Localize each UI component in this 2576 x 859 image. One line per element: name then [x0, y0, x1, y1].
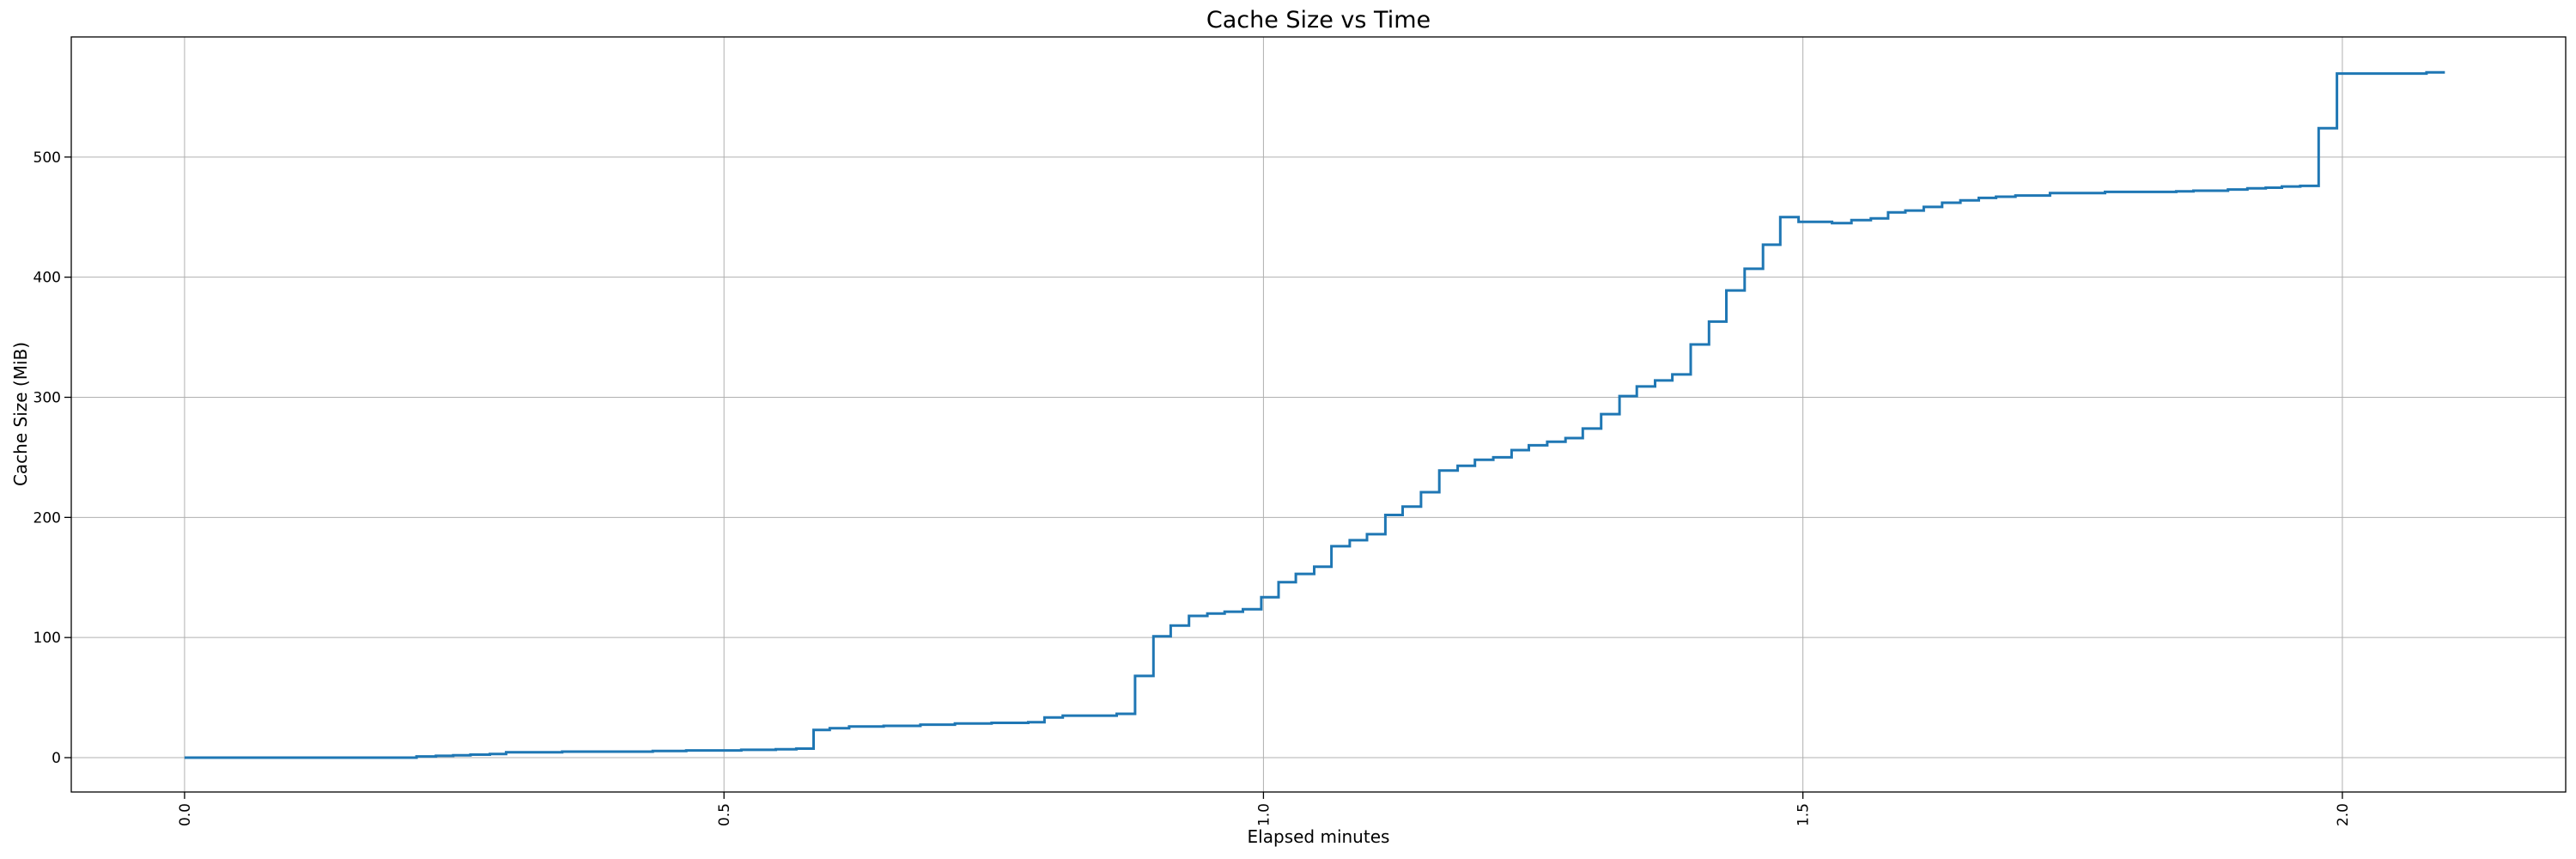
y-tick-label: 500 [33, 149, 61, 167]
cache-size-line [184, 70, 2445, 759]
y-tick-label: 0 [52, 750, 61, 767]
x-tick-label: 0.5 [716, 803, 733, 826]
x-tick-label: 0.0 [177, 803, 194, 826]
chart-title: Cache Size vs Time [1206, 7, 1431, 34]
y-axis-label: Cache Size (MiB) [10, 341, 31, 487]
x-tick-label: 2.0 [2335, 803, 2352, 826]
y-tick-label: 100 [33, 630, 61, 647]
y-tick-label: 300 [33, 390, 61, 407]
y-tick-label: 200 [33, 509, 61, 527]
x-tick-label: 1.0 [1255, 803, 1273, 826]
axes-spines [70, 36, 2567, 793]
x-axis-label: Elapsed minutes [1247, 826, 1390, 847]
y-tick-label: 400 [33, 270, 61, 287]
x-tick-label: 1.5 [1795, 803, 1813, 826]
plot-background [71, 37, 2566, 792]
